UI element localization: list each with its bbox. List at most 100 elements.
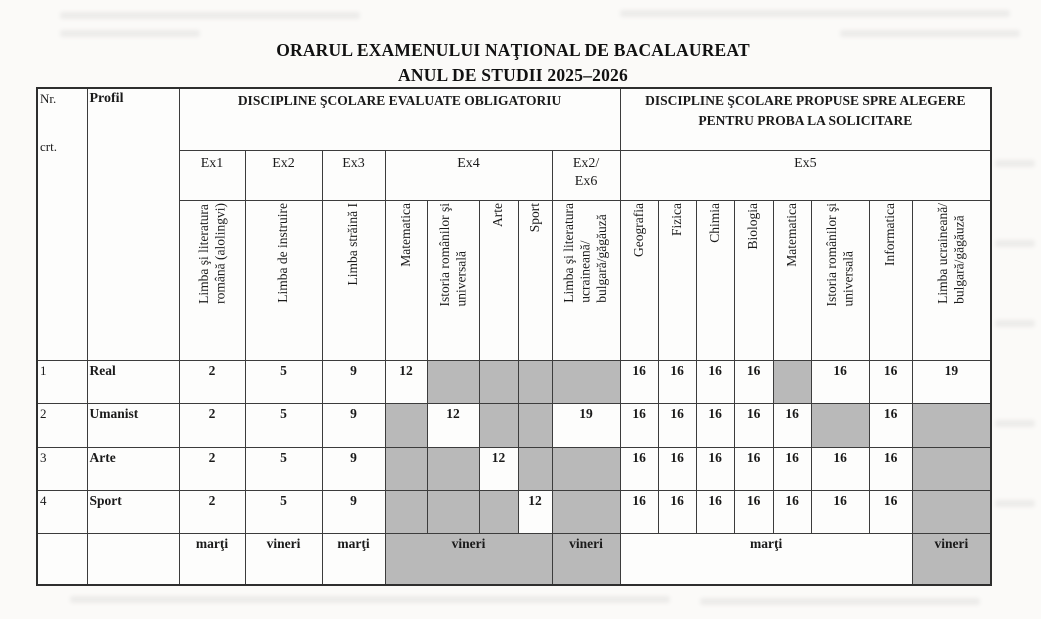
subject-header-biologia: Biologia <box>733 199 774 361</box>
shaded-cell <box>478 359 519 404</box>
profile-row-sport: 4 Sport 2 5 9 12 16 16 16 16 16 16 16 <box>36 489 992 534</box>
data-cell: 16 <box>619 359 659 404</box>
profile-name: Umanist <box>86 402 180 448</box>
title-line1: ORARUL EXAMENULUI NAŢIONAL DE BACALAUREA… <box>276 40 750 60</box>
data-cell: 16 <box>810 446 870 491</box>
header-subject-row: Limba şi literatura română (alolingvi) L… <box>37 199 992 361</box>
data-cell: 12 <box>384 359 428 404</box>
data-cell: 16 <box>657 359 697 404</box>
data-cell: 5 <box>244 402 323 448</box>
shaded-cell <box>772 359 812 404</box>
data-cell: 2 <box>178 359 246 404</box>
header-exam-row: Ex1 Ex2 Ex3 Ex4 Ex2/ Ex6 Ex5 <box>37 149 992 201</box>
shaded-cell <box>384 489 428 534</box>
data-cell: 5 <box>244 446 323 491</box>
data-cell: 12 <box>478 446 519 491</box>
shaded-cell <box>426 446 480 491</box>
shaded-cell <box>517 359 553 404</box>
exam-schedule-table: Nr. crt. Profil DISCIPLINE ŞCOLARE EVALU… <box>36 87 993 586</box>
shaded-cell <box>911 489 992 534</box>
exam-ex2-ex6: Ex2/ Ex6 <box>551 149 621 201</box>
subject-header-limba-romana: Limba şi literatura română (alolingvi) <box>178 199 246 361</box>
data-cell: 2 <box>178 446 246 491</box>
data-cell: 16 <box>733 359 774 404</box>
data-cell: 12 <box>426 402 480 448</box>
page-title: ORARUL EXAMENULUI NAŢIONAL DE BACALAUREA… <box>36 38 990 89</box>
day-cell-ex2-ex6: vineri <box>551 532 621 586</box>
subject-header-limba-ucraineana: Limba şi literatura ucraineană/ bulgară/… <box>551 199 621 361</box>
shaded-cell <box>551 446 621 491</box>
subject-header-matematica-ex5: Matematica <box>772 199 812 361</box>
data-cell: 16 <box>619 489 659 534</box>
empty-cell <box>86 532 180 586</box>
row-number: 4 <box>36 489 88 534</box>
corner-nr-crt: Nr. crt. <box>36 87 88 361</box>
data-cell: 19 <box>911 359 992 404</box>
day-cell-ex5: marţi <box>619 532 913 586</box>
subject-header-istoria-ex5: Istoria românilor şi universală <box>810 199 870 361</box>
data-cell: 16 <box>657 489 697 534</box>
day-cell-ex1: marţi <box>178 532 246 586</box>
shaded-cell <box>384 446 428 491</box>
subject-header-matematica: Matematica <box>384 199 428 361</box>
data-cell: 16 <box>772 402 812 448</box>
data-cell: 19 <box>551 402 621 448</box>
shaded-cell <box>911 402 992 448</box>
data-cell: 12 <box>517 489 553 534</box>
data-cell: 16 <box>695 359 735 404</box>
subject-header-geografia: Geografia <box>619 199 659 361</box>
data-cell: 9 <box>321 489 386 534</box>
data-cell: 2 <box>178 402 246 448</box>
data-cell: 16 <box>868 489 913 534</box>
data-cell: 9 <box>321 402 386 448</box>
shaded-cell <box>384 402 428 448</box>
data-cell: 5 <box>244 359 323 404</box>
data-cell: 16 <box>733 489 774 534</box>
data-cell: 16 <box>868 359 913 404</box>
data-cell: 16 <box>695 446 735 491</box>
shaded-cell <box>426 489 480 534</box>
data-cell: 16 <box>657 402 697 448</box>
data-cell: 16 <box>868 402 913 448</box>
subject-header-chimia: Chimia <box>695 199 735 361</box>
header-group-row: Nr. crt. Profil DISCIPLINE ŞCOLARE EVALU… <box>36 87 992 361</box>
data-cell: 16 <box>695 489 735 534</box>
day-cell-ex2: vineri <box>244 532 323 586</box>
data-cell: 16 <box>810 359 870 404</box>
exam-ex3: Ex3 <box>321 149 386 201</box>
exam-ex4: Ex4 <box>384 149 553 201</box>
profile-row-umanist: 2 Umanist 2 5 9 12 19 16 16 16 16 16 16 <box>36 402 992 448</box>
nr-label: Nr. <box>40 91 57 106</box>
shaded-cell <box>426 359 480 404</box>
exam-ex5: Ex5 <box>619 149 992 201</box>
empty-cell <box>36 532 88 586</box>
profile-name: Arte <box>86 446 180 491</box>
data-cell: 9 <box>321 359 386 404</box>
row-number: 1 <box>36 359 88 404</box>
crt-label: crt. <box>40 138 57 154</box>
shaded-cell <box>551 359 621 404</box>
subject-header-limba-ucraineana-ex5: Limba ucraineană/ bulgară/găgăuză <box>911 199 992 361</box>
subject-header-limba-straina: Limba străină I <box>321 199 386 361</box>
data-cell: 16 <box>868 446 913 491</box>
data-cell: 16 <box>619 446 659 491</box>
shaded-cell <box>551 489 621 534</box>
corner-profil: Profil <box>86 87 180 361</box>
data-cell: 16 <box>695 402 735 448</box>
row-number: 3 <box>36 446 88 491</box>
data-cell: 16 <box>619 402 659 448</box>
day-cell-ex5-ucr: vineri <box>911 532 992 586</box>
exam-ex1: Ex1 <box>178 149 246 201</box>
subject-header-limba-instruire: Limba de instruire <box>244 199 323 361</box>
day-cell-ex4: vineri <box>384 532 553 586</box>
subject-header-sport: Sport <box>517 199 553 361</box>
exam-ex2: Ex2 <box>244 149 323 201</box>
data-cell: 16 <box>657 446 697 491</box>
subject-header-informatica: Informatica <box>868 199 913 361</box>
data-cell: 16 <box>733 402 774 448</box>
data-cell: 16 <box>810 489 870 534</box>
data-cell: 16 <box>733 446 774 491</box>
group-title-obligatoriu: DISCIPLINE ŞCOLARE EVALUATE OBLIGATORIU <box>178 87 621 151</box>
row-number: 2 <box>36 402 88 448</box>
shaded-cell <box>517 402 553 448</box>
